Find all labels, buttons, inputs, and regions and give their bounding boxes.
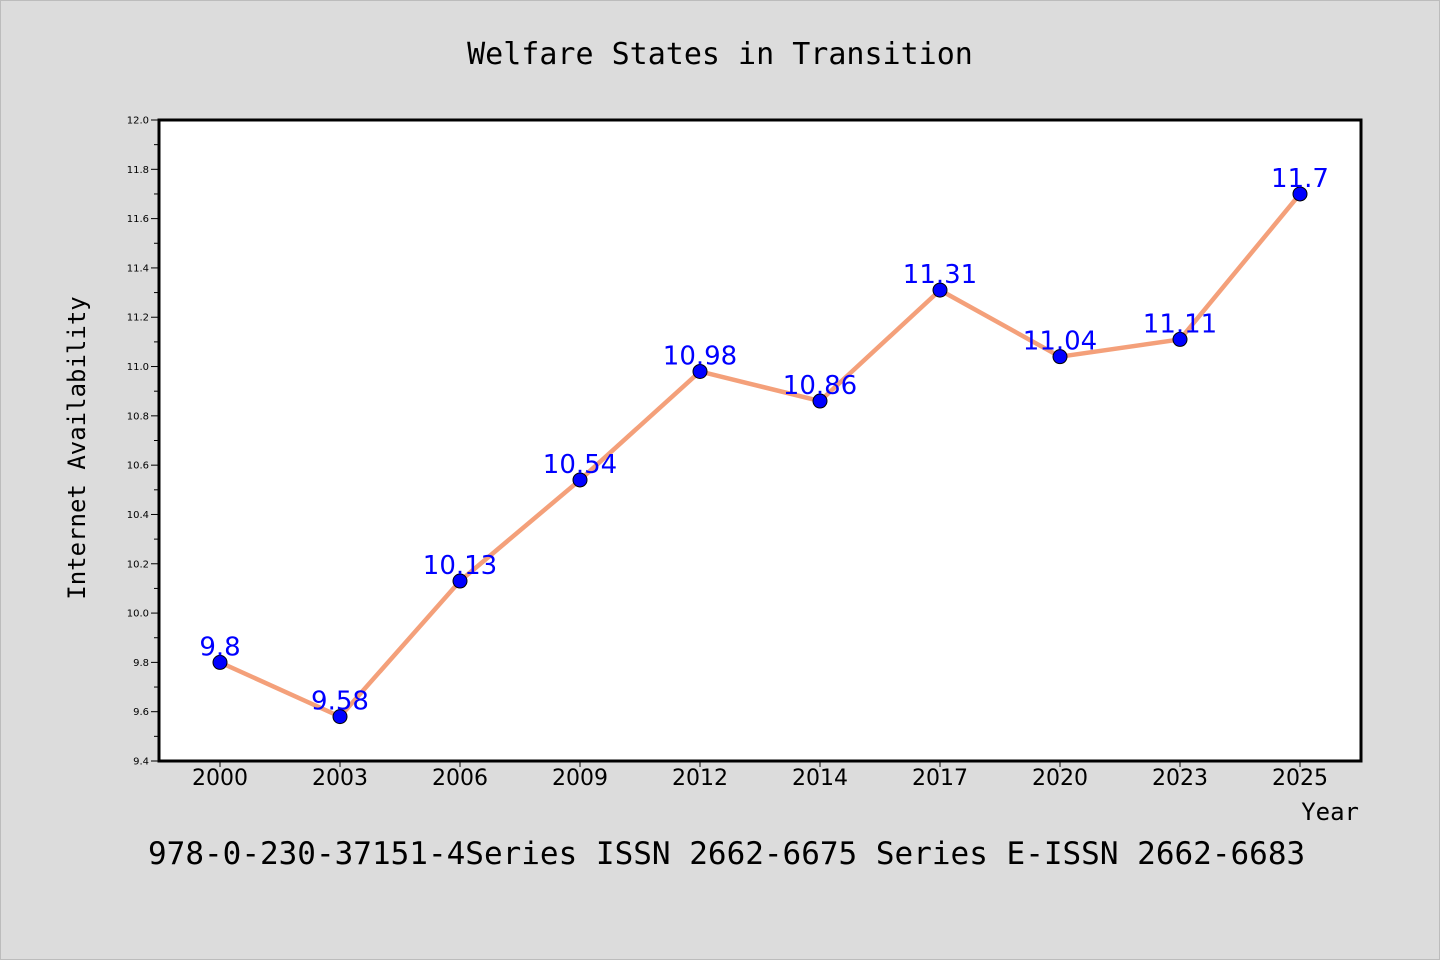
y-tick-label: 10.4 <box>127 510 149 521</box>
x-axis-label: Year <box>1301 798 1359 826</box>
data-labels: 9.8 9.58 10.13 10.54 10.98 10.86 11.31 11.04 11.… <box>199 164 1329 717</box>
x-tick-label: 2020 <box>1032 766 1088 791</box>
x-tick-label: 2000 <box>192 766 248 791</box>
series-line-group <box>217 191 1303 719</box>
data-label: 11.04 <box>1023 327 1097 357</box>
data-point <box>812 393 828 409</box>
x-tick-label: 2009 <box>552 766 608 791</box>
data-label: 11.7 <box>1271 164 1329 194</box>
y-tick-label: 11.4 <box>127 263 149 274</box>
isbn-footer: 978-0-230-37151-4Series ISSN 2662-6675 S… <box>148 836 1305 872</box>
y-tick-label: 9.6 <box>133 707 149 718</box>
y-tick-label: 10.6 <box>127 461 149 472</box>
data-point <box>212 654 228 670</box>
data-point <box>1172 331 1188 347</box>
x-tick-label: 2006 <box>432 766 488 791</box>
data-point <box>572 472 588 488</box>
y-tick-label: 11.0 <box>127 362 149 373</box>
y-tick-label: 11.2 <box>127 313 149 324</box>
data-label: 11.31 <box>903 260 977 290</box>
y-tick-label: 11.6 <box>127 214 149 225</box>
data-label: 10.54 <box>543 450 617 480</box>
data-point <box>452 573 468 589</box>
data-label: 10.86 <box>783 371 857 401</box>
data-point <box>1052 349 1068 365</box>
data-label: 10.13 <box>423 551 497 581</box>
series-markers <box>212 186 1308 725</box>
data-point <box>692 363 708 379</box>
data-point <box>332 709 348 725</box>
plot-area <box>157 118 1363 763</box>
y-tick-label: 10.0 <box>127 609 149 620</box>
x-axis: 2000 2003 2006 2009 2012 2014 2017 2020 2023 2025 <box>192 761 1328 791</box>
y-tick-label: 9.8 <box>133 658 149 669</box>
series-line <box>217 191 1303 719</box>
x-tick-label: 2023 <box>1152 766 1208 791</box>
data-point <box>1292 186 1308 202</box>
data-label: 9.8 <box>199 632 240 662</box>
data-label: 9.58 <box>311 687 369 717</box>
y-tick-label: 12.0 <box>127 116 149 127</box>
x-tick-label: 2003 <box>312 766 368 791</box>
y-tick-label: 10.8 <box>127 411 149 422</box>
data-label: 10.98 <box>663 341 737 371</box>
x-tick-label: 2014 <box>792 766 848 791</box>
x-tick-label: 2025 <box>1272 766 1328 791</box>
chart-title: Welfare States in Transition <box>467 37 973 72</box>
x-tick-label: 2012 <box>672 766 728 791</box>
y-tick-label: 9.4 <box>133 757 149 768</box>
x-tick-label: 2017 <box>912 766 968 791</box>
data-label: 11.11 <box>1143 309 1217 339</box>
y-tick-label: 10.2 <box>127 559 149 570</box>
y-tick-label: 11.8 <box>127 165 149 176</box>
y-axis-label: Internet Availability <box>63 296 91 599</box>
y-axis: 9.4 9.6 9.8 10.0 10.2 10.4 10.6 10.8 11.0 11.2 11.… <box>127 116 159 768</box>
data-point <box>932 282 948 298</box>
